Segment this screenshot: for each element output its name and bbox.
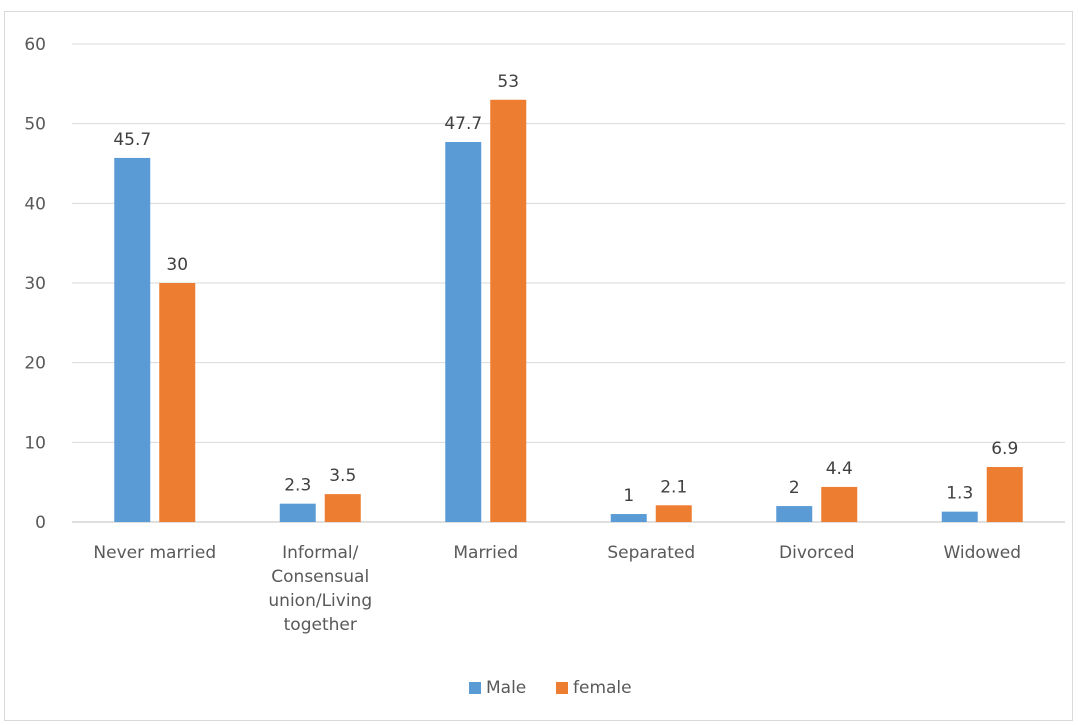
y-tick-label: 30 bbox=[24, 274, 46, 294]
data-label: 2 bbox=[789, 478, 800, 498]
category-label: Widowed bbox=[943, 543, 1021, 563]
data-label: 1 bbox=[623, 486, 634, 506]
gridlines bbox=[72, 43, 1065, 523]
y-tick-label: 0 bbox=[35, 513, 46, 533]
data-label: 2.3 bbox=[284, 476, 311, 496]
data-label: 3.5 bbox=[329, 466, 356, 486]
bar-female-2 bbox=[490, 99, 527, 523]
y-tick-label: 40 bbox=[24, 194, 46, 214]
data-label: 2.1 bbox=[660, 477, 687, 497]
data-labels: 45.7 30 2.3 3.5 47.7 53 1 2.1 2 4.4 1.3 6.9 bbox=[113, 72, 1018, 506]
category-label: Informal/Consensual union/Living together bbox=[268, 543, 372, 635]
y-tick-label: 10 bbox=[24, 433, 46, 453]
data-label: 45.7 bbox=[113, 130, 151, 150]
data-label: 47.7 bbox=[444, 114, 482, 134]
data-label: 6.9 bbox=[991, 439, 1018, 459]
data-label: 53 bbox=[497, 72, 519, 92]
data-label: 1.3 bbox=[946, 484, 973, 504]
bar-male-4 bbox=[776, 506, 813, 522]
legend-swatch-male bbox=[469, 682, 481, 694]
y-tick-label: 20 bbox=[24, 354, 46, 374]
bar-female-4 bbox=[821, 486, 858, 522]
x-axis: Never married Informal/Consensual union/Li… bbox=[93, 543, 1021, 635]
bar-female-0 bbox=[159, 283, 196, 522]
bar-male-0 bbox=[114, 157, 151, 522]
bar-male-3 bbox=[610, 514, 647, 522]
category-label: Never married bbox=[93, 543, 216, 563]
y-axis: 0 10 20 30 40 50 60 bbox=[24, 35, 46, 533]
bar-male-2 bbox=[445, 141, 482, 523]
category-label: Married bbox=[453, 543, 518, 563]
bar-female-3 bbox=[655, 505, 692, 522]
legend: Male female bbox=[469, 678, 632, 698]
data-label: 30 bbox=[166, 255, 188, 275]
legend-label: female bbox=[573, 678, 632, 698]
category-label: Divorced bbox=[779, 543, 855, 563]
legend-swatch-female bbox=[556, 682, 568, 694]
y-tick-label: 50 bbox=[24, 115, 46, 135]
data-label: 4.4 bbox=[826, 459, 853, 479]
bar-male-5 bbox=[941, 511, 978, 522]
bar-female-5 bbox=[986, 467, 1023, 522]
bars bbox=[114, 99, 1023, 523]
bar-female-1 bbox=[324, 494, 361, 522]
y-tick-label: 60 bbox=[24, 35, 46, 55]
category-label: Separated bbox=[607, 543, 695, 563]
legend-label: Male bbox=[486, 678, 526, 698]
bar-male-1 bbox=[279, 503, 316, 522]
